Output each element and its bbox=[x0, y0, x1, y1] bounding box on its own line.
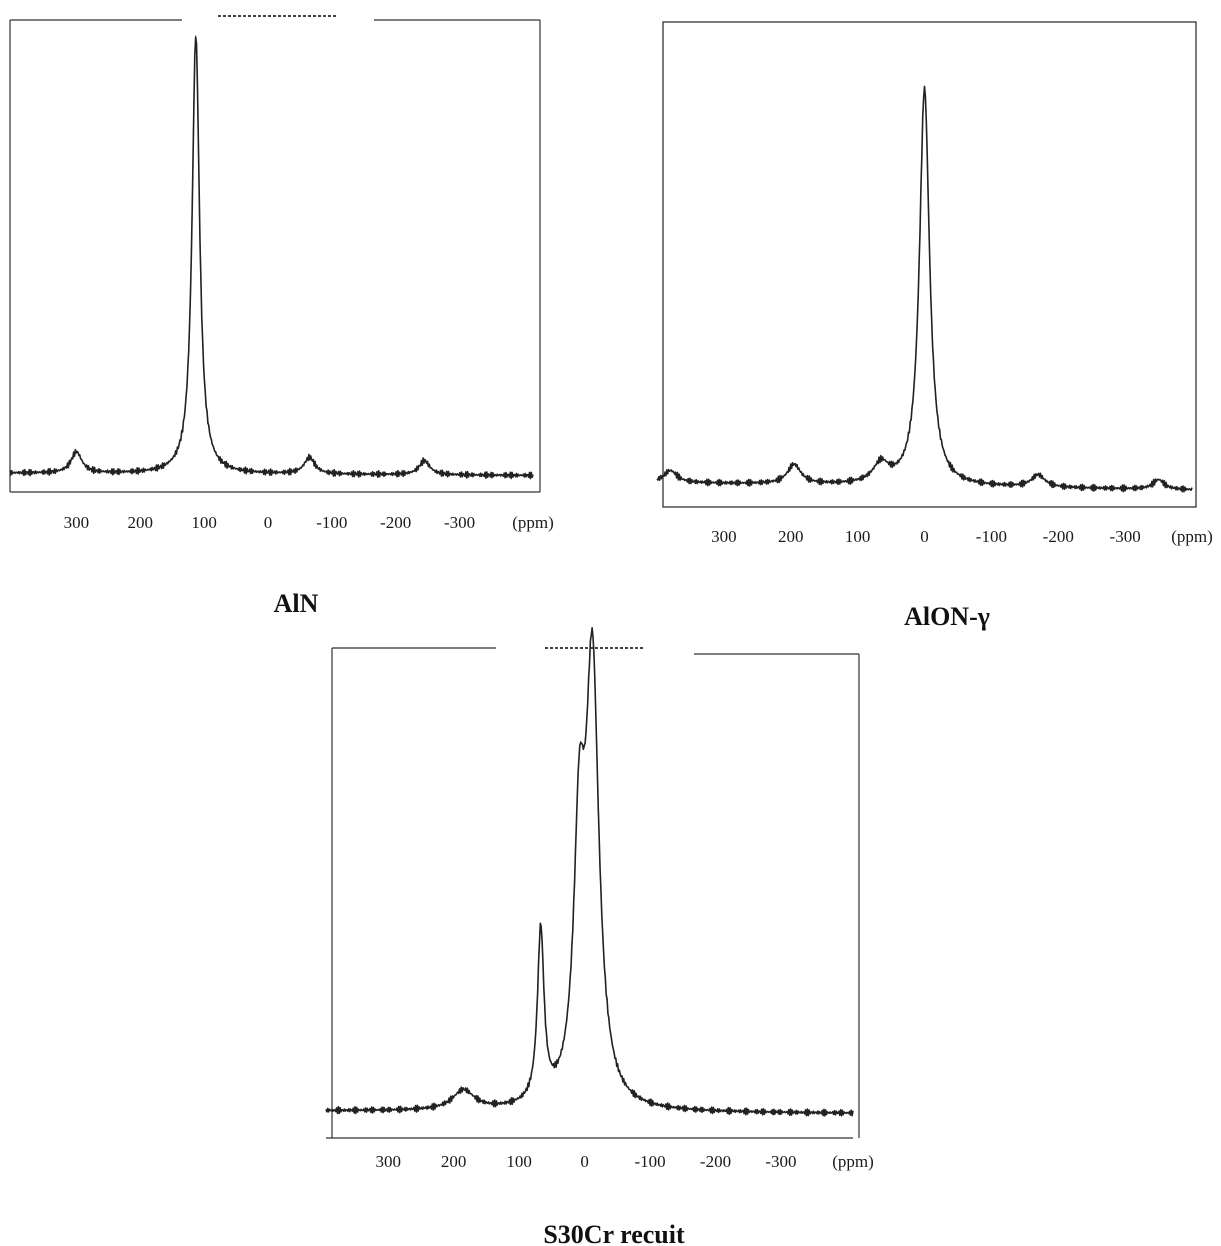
experimental-curve bbox=[9, 36, 534, 480]
x-tick-label: -300 bbox=[1110, 527, 1141, 546]
panel-caption: S30Cr recuit bbox=[543, 1220, 685, 1246]
x-tick-labels: 300 200 100 0 -100 -200 -300 bbox=[64, 513, 475, 532]
x-axis-unit-label: (ppm) bbox=[1171, 527, 1213, 546]
x-tick-label: -200 bbox=[1043, 527, 1074, 546]
panel-caption: AlN bbox=[274, 589, 319, 618]
panel-caption: AlON-γ bbox=[904, 602, 990, 631]
x-tick-label: -300 bbox=[765, 1152, 796, 1171]
x-axis-unit-label: (ppm) bbox=[832, 1152, 874, 1171]
x-tick-label: 100 bbox=[845, 527, 871, 546]
spectrum-panel-s30cr: 300 200 100 0 -100 -200 -300 (ppm) S30Cr recui… bbox=[325, 627, 874, 1246]
x-tick-label: 0 bbox=[264, 513, 273, 532]
spectrum-panel-aln: 300 200 100 0 -100 -200 -300 (ppm) AlN bbox=[9, 15, 554, 618]
x-tick-label: 200 bbox=[128, 513, 154, 532]
x-tick-label: -300 bbox=[444, 513, 475, 532]
x-tick-label: 300 bbox=[711, 527, 737, 546]
fit-curve bbox=[656, 87, 1193, 490]
x-tick-label: -100 bbox=[634, 1152, 665, 1171]
x-tick-label: 0 bbox=[920, 527, 929, 546]
x-tick-label: 100 bbox=[191, 513, 217, 532]
x-tick-label: 200 bbox=[778, 527, 804, 546]
x-tick-labels: 300 200 100 0 -100 -200 -300 bbox=[375, 1152, 796, 1171]
fit-curve bbox=[326, 629, 854, 1114]
x-tick-label: 300 bbox=[375, 1152, 401, 1171]
experimental-curve bbox=[656, 85, 1193, 493]
x-tick-label: -100 bbox=[976, 527, 1007, 546]
spectrum-panel-alon: 300 200 100 0 -100 -200 -300 (ppm) AlON-γ bbox=[656, 21, 1213, 631]
x-tick-label: 100 bbox=[506, 1152, 532, 1171]
x-tick-label: -200 bbox=[380, 513, 411, 532]
x-tick-label: 200 bbox=[441, 1152, 467, 1171]
x-tick-label: -200 bbox=[700, 1152, 731, 1171]
plot-frame bbox=[662, 21, 1197, 508]
x-tick-label: 300 bbox=[64, 513, 90, 532]
x-tick-label: 0 bbox=[580, 1152, 589, 1171]
x-axis-unit-label: (ppm) bbox=[512, 513, 554, 532]
x-tick-labels: 300 200 100 0 -100 -200 -300 bbox=[711, 527, 1141, 546]
experimental-curve bbox=[325, 627, 854, 1117]
fit-curve bbox=[10, 35, 534, 476]
x-tick-label: -100 bbox=[316, 513, 347, 532]
